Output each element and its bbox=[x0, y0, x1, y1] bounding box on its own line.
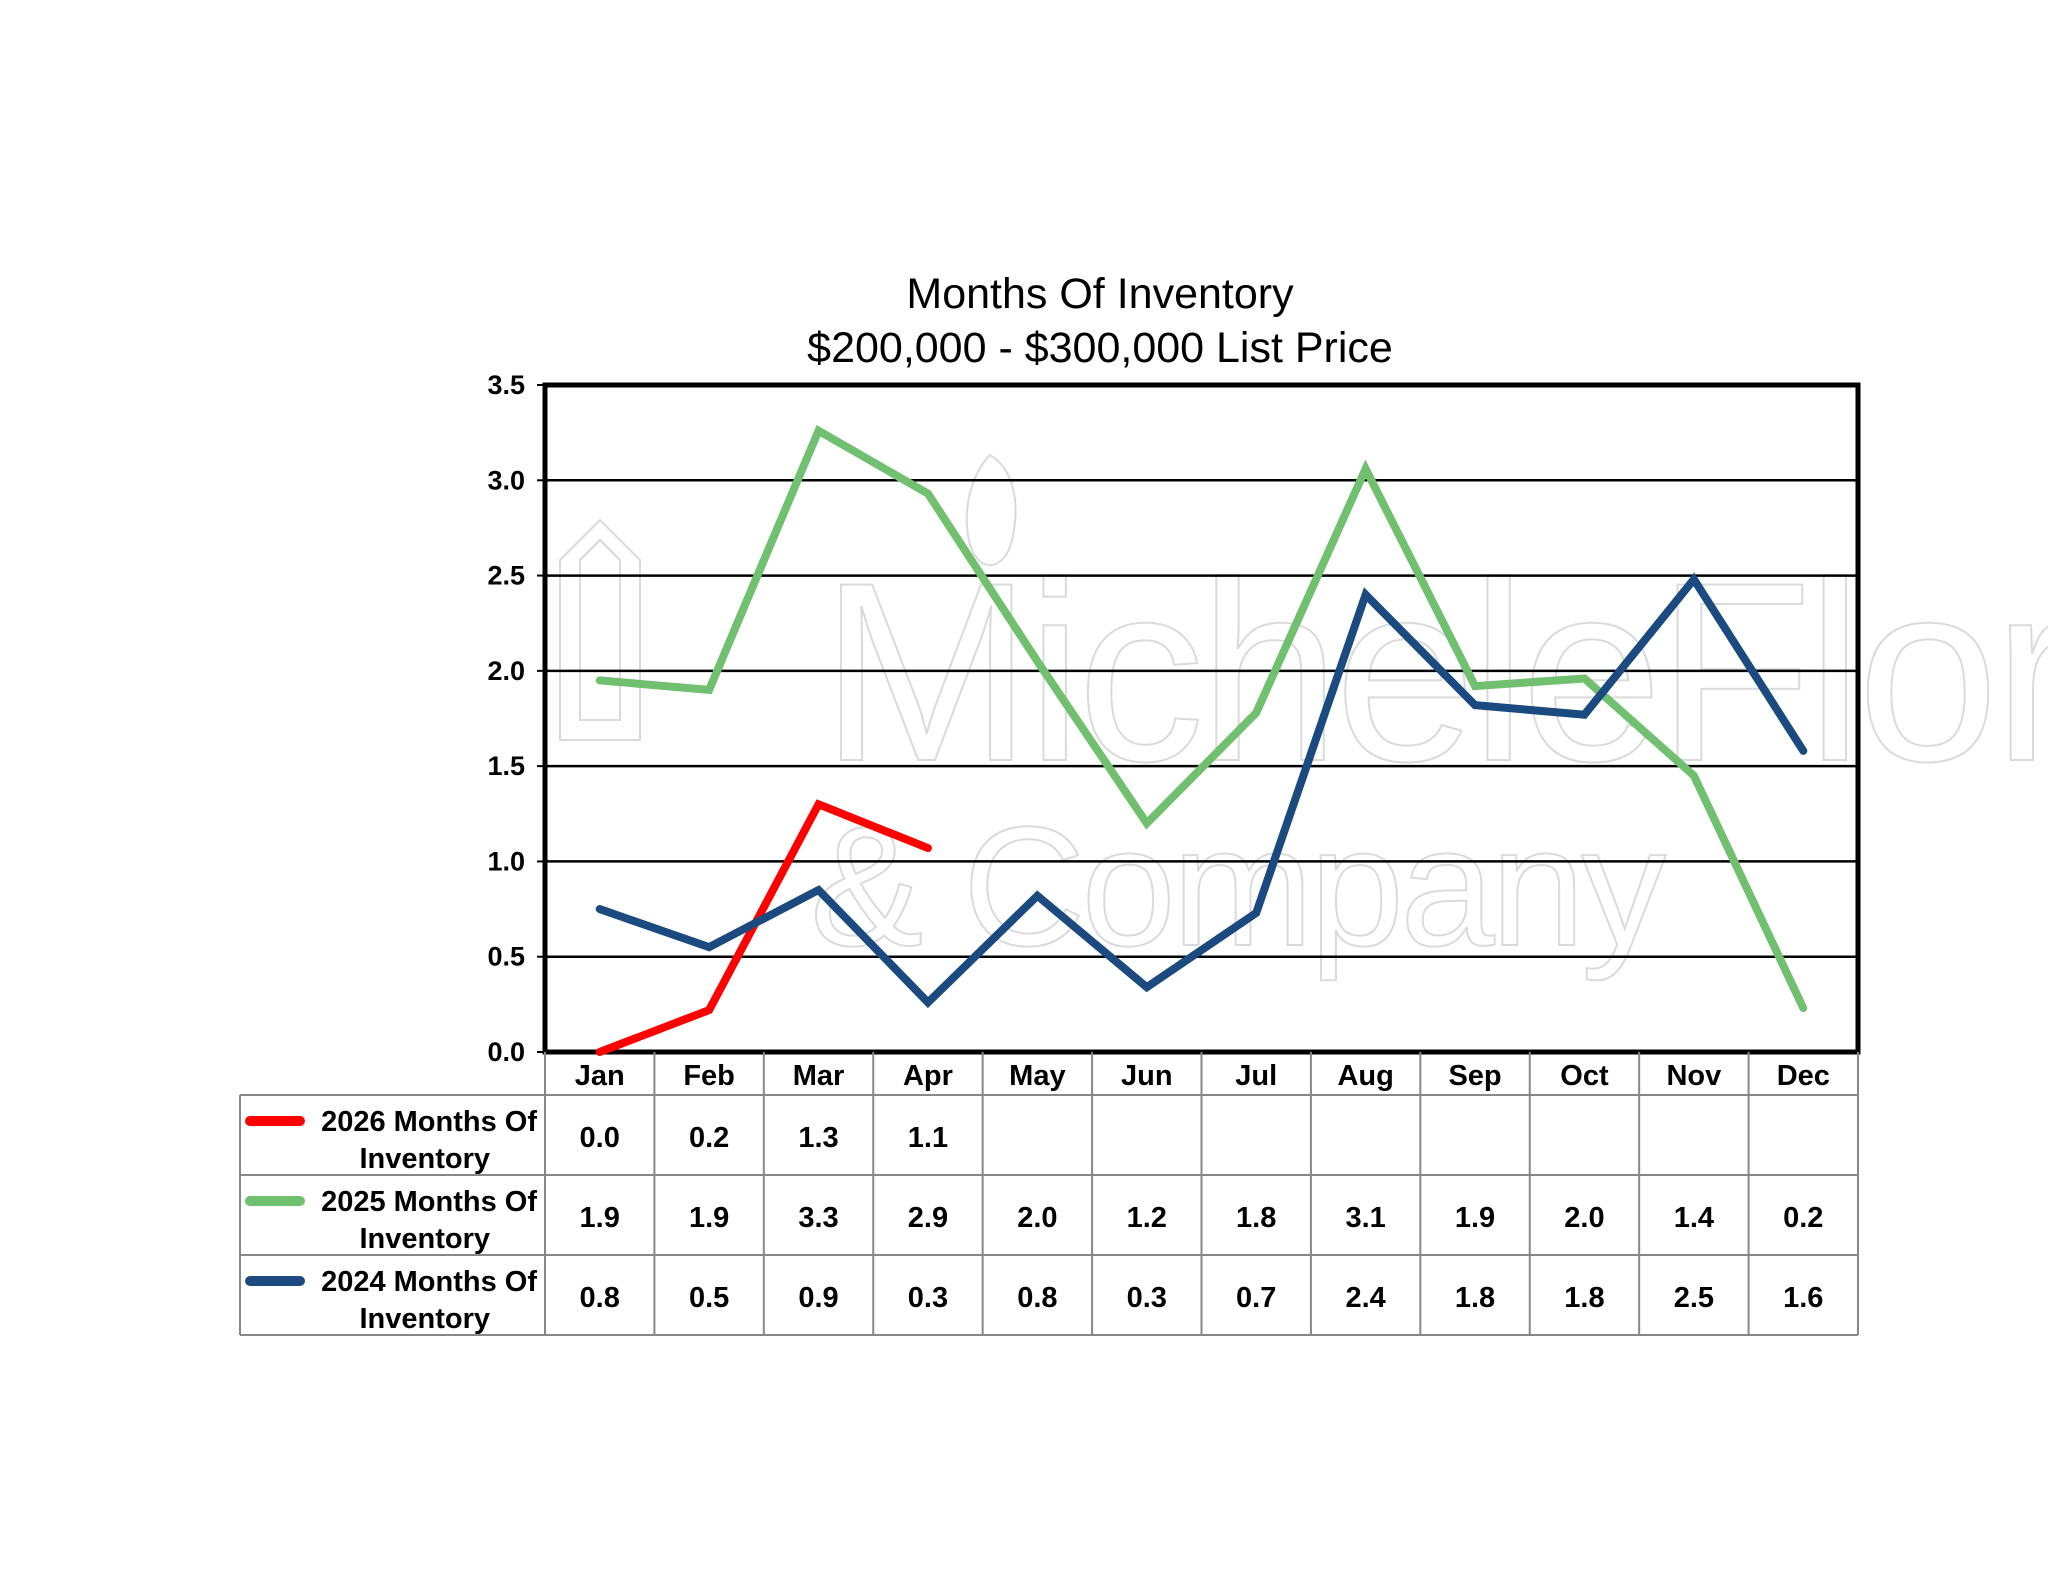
y-tick-label: 3.5 bbox=[487, 370, 525, 400]
x-category-label: Jul bbox=[1235, 1060, 1277, 1092]
series-line-2026 bbox=[595, 799, 932, 1056]
table-cell-value: 0.9 bbox=[798, 1282, 838, 1314]
x-category-label: Mar bbox=[793, 1060, 845, 1092]
x-category-label: Feb bbox=[683, 1060, 735, 1092]
y-tick-label: 1.0 bbox=[487, 846, 525, 876]
legend-label-line-2: Inventory bbox=[359, 1223, 490, 1255]
table-cell-value: 1.6 bbox=[1783, 1282, 1823, 1314]
table-cell-value: 0.2 bbox=[1783, 1202, 1823, 1234]
watermark-leaf-icon bbox=[965, 453, 1017, 566]
table-cell-value: 2.0 bbox=[1017, 1202, 1057, 1234]
y-tick-label: 2.0 bbox=[487, 656, 525, 686]
series-lines bbox=[595, 425, 1808, 1056]
table-cell-value: 2.4 bbox=[1345, 1282, 1385, 1314]
x-category-label: Jun bbox=[1121, 1060, 1173, 1092]
x-category-label: Dec bbox=[1777, 1060, 1830, 1092]
table-cell-value: 1.8 bbox=[1455, 1282, 1495, 1314]
table-cell-value: 0.8 bbox=[580, 1282, 620, 1314]
x-category-label: Oct bbox=[1560, 1060, 1609, 1092]
table-cell-value: 0.7 bbox=[1236, 1282, 1276, 1314]
table-cell-value: 1.8 bbox=[1564, 1282, 1604, 1314]
table-cell-value: 3.3 bbox=[798, 1202, 838, 1234]
watermark-line-2: & Company bbox=[810, 792, 1666, 982]
legend-label-line-1: 2024 Months Of bbox=[321, 1266, 537, 1298]
y-tick-label: 0.5 bbox=[487, 942, 525, 972]
watermark-logo: MicheleFlory & Company bbox=[559, 453, 2048, 983]
legend-label-line-2: Inventory bbox=[359, 1143, 490, 1175]
table-cell-value: 1.9 bbox=[580, 1202, 620, 1234]
y-tick-label: 2.5 bbox=[487, 561, 525, 591]
series-line-2024 bbox=[595, 572, 1808, 1009]
table-cell-value: 1.9 bbox=[689, 1202, 729, 1234]
legend-label-line-1: 2025 Months Of bbox=[321, 1186, 537, 1218]
x-category-label: May bbox=[1009, 1060, 1065, 1092]
table-cell-value: 1.4 bbox=[1674, 1202, 1714, 1234]
x-category-label: Jan bbox=[575, 1060, 625, 1092]
y-axis: 0.0 0.5 1.0 1.5 2.0 2.5 3.0 3.5 bbox=[487, 370, 545, 1067]
y-tick-label: 0.0 bbox=[487, 1037, 525, 1067]
chart-title-line-1: Months Of Inventory bbox=[906, 270, 1294, 318]
table-cell-value: 1.9 bbox=[1455, 1202, 1495, 1234]
table-cell-value: 0.8 bbox=[1017, 1282, 1057, 1314]
table-cell-value: 1.8 bbox=[1236, 1202, 1276, 1234]
x-category-label: Apr bbox=[903, 1060, 953, 1092]
table-cell-value: 1.3 bbox=[798, 1122, 838, 1154]
legend-label-line-1: 2026 Months Of bbox=[321, 1106, 537, 1138]
x-category-label: Aug bbox=[1337, 1060, 1393, 1092]
table-cell-value: 2.9 bbox=[908, 1202, 948, 1234]
x-category-label: Nov bbox=[1666, 1060, 1721, 1092]
y-tick-label: 1.5 bbox=[487, 751, 525, 781]
table-cell-value: 0.0 bbox=[580, 1122, 620, 1154]
table-cell-value: 0.3 bbox=[1127, 1282, 1167, 1314]
x-category-label: Sep bbox=[1448, 1060, 1501, 1092]
table-cell-value: 1.1 bbox=[908, 1122, 948, 1154]
legend-label-line-2: Inventory bbox=[359, 1303, 490, 1335]
chart-title-line-2: $200,000 - $300,000 List Price bbox=[807, 324, 1393, 372]
table-cell-value: 2.5 bbox=[1674, 1282, 1714, 1314]
table-cell-value: 3.1 bbox=[1345, 1202, 1385, 1234]
table-cell-value: 1.2 bbox=[1127, 1202, 1167, 1234]
watermark-line-1: MicheleFlory bbox=[820, 530, 2048, 815]
table-cell-value: 2.0 bbox=[1564, 1202, 1604, 1234]
data-table: Jan Feb Mar Apr May Jun Jul Aug Sep Oct Nov Dec 2026… bbox=[239, 1052, 1859, 1336]
table-cell-value: 0.5 bbox=[689, 1282, 729, 1314]
y-tick-label: 3.0 bbox=[487, 465, 525, 495]
table-cell-value: 0.2 bbox=[689, 1122, 729, 1154]
watermark-house-icon bbox=[559, 518, 641, 741]
table-cell-value: 0.3 bbox=[908, 1282, 948, 1314]
